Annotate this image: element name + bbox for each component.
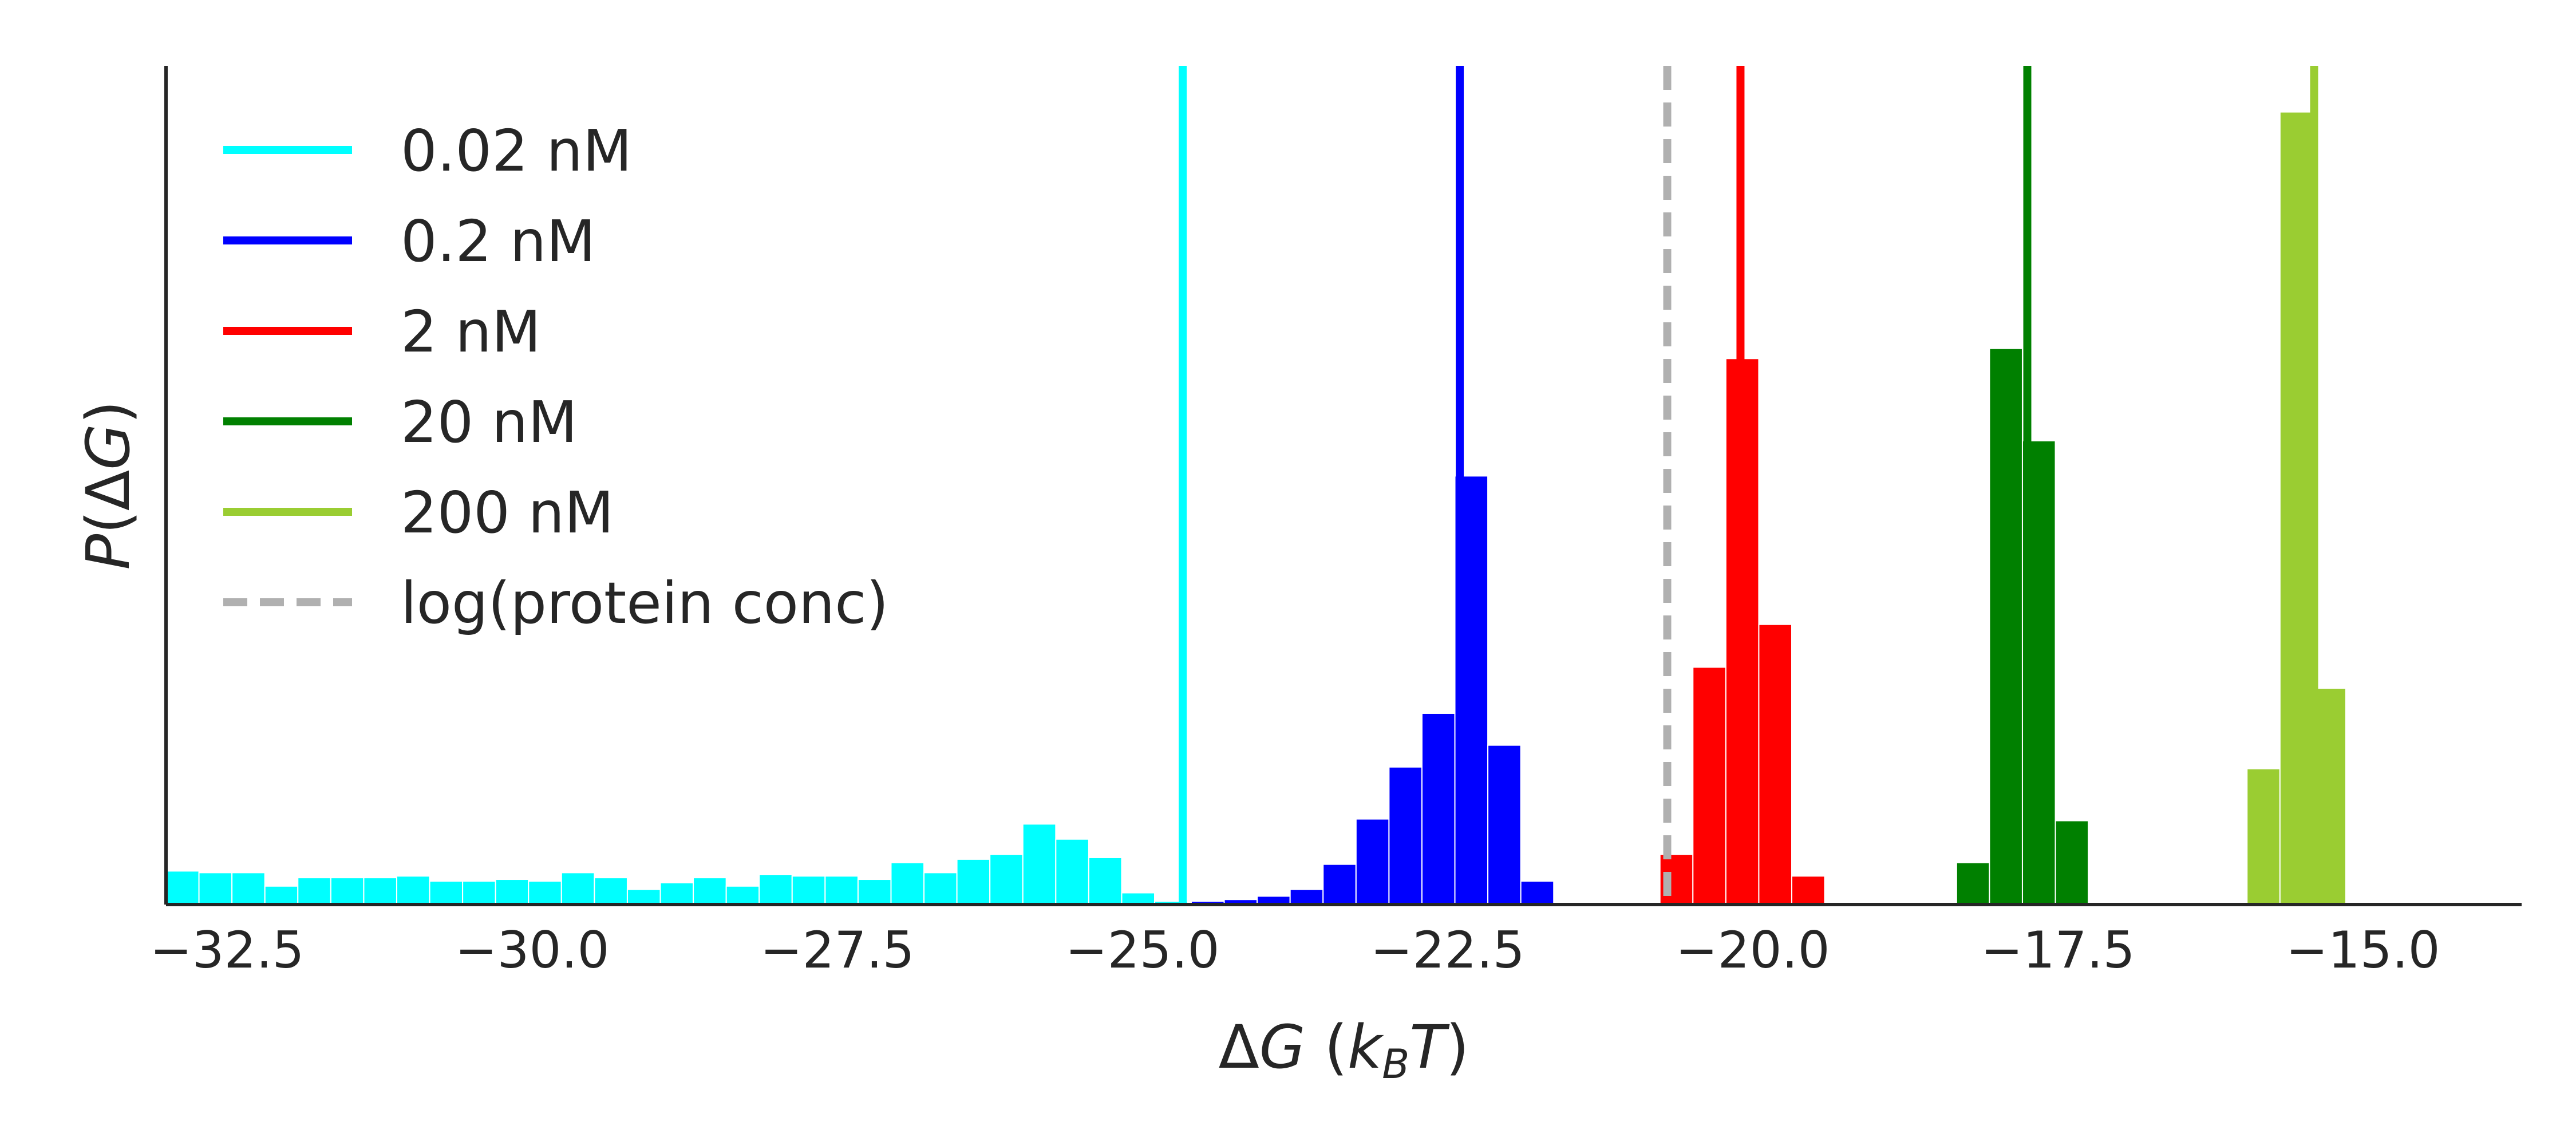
bar-0-02-nm-13 <box>594 877 628 905</box>
x-title-close: ) <box>1446 1012 1469 1082</box>
bar-0-02-nm-26 <box>1022 823 1057 905</box>
bar-0-02-nm-18 <box>758 874 793 906</box>
bar-200-nm-1 <box>2279 111 2314 906</box>
bar-20-nm-0 <box>1955 862 1990 905</box>
x-title-open: ( <box>1305 1012 1348 1082</box>
bar-0-02-nm-1 <box>198 872 233 905</box>
x-tick-label-4: −22.5 <box>1370 921 1525 980</box>
x-tick-label-6: −17.5 <box>1981 921 2135 980</box>
bar-0-02-nm-0 <box>165 870 200 906</box>
bar-0-02-nm-11 <box>528 880 562 905</box>
x-tick-label-0: −32.5 <box>150 921 305 980</box>
bar-0-02-nm-8 <box>429 880 464 905</box>
bar-0-02-nm-20 <box>824 875 859 905</box>
x-tick-label-7: −15.0 <box>2286 921 2440 980</box>
series-marker-lines <box>1179 66 2318 905</box>
bar-0-02-nm-14 <box>626 889 661 906</box>
x-axis-ticks: −32.5 −30.0 −27.5 −25.0 −22.5 −20.0 −17.5 −15.0 <box>150 921 2440 980</box>
bar-0-02-nm-5 <box>330 877 365 905</box>
y-title-close: ) <box>73 401 143 424</box>
bar-20-nm-1 <box>1989 348 2023 905</box>
bar-0-02-nm-10 <box>495 879 530 906</box>
legend-label-20-nm: 20 nM <box>401 389 578 456</box>
bar-2-nm-1 <box>1692 666 1726 906</box>
bar-0-02-nm-27 <box>1055 838 1089 905</box>
bar-200-nm-2 <box>2312 688 2346 906</box>
bar-0-02-nm-3 <box>264 885 299 906</box>
legend-label-0-2-nm: 0.2 nM <box>401 208 595 275</box>
bar-0-02-nm-2 <box>231 872 266 905</box>
bar-0-2-nm-7 <box>1421 712 1456 905</box>
legend-label-200-nm: 200 nM <box>401 479 614 546</box>
bar-0-02-nm-21 <box>857 879 892 906</box>
bar-0-02-nm-24 <box>956 858 991 906</box>
bar-0-2-nm-4 <box>1322 863 1357 906</box>
series-200-nm <box>2246 111 2346 906</box>
series-0-02-nm <box>165 823 1188 906</box>
x-title-g: G <box>1259 1012 1306 1082</box>
bar-0-02-nm-17 <box>725 885 760 906</box>
x-title-t: T <box>1409 1012 1450 1082</box>
x-tick-label-1: −30.0 <box>455 921 610 980</box>
bar-0-02-nm-7 <box>396 875 430 905</box>
bar-0-2-nm-10 <box>1520 880 1555 905</box>
bar-0-02-nm-19 <box>791 875 826 905</box>
bar-0-02-nm-16 <box>693 877 727 905</box>
bar-0-2-nm-9 <box>1487 744 1522 906</box>
x-tick-label-2: −27.5 <box>760 921 915 980</box>
legend-label-0-02-nm: 0.02 nM <box>401 117 632 184</box>
x-title-delta: Δ <box>1219 1012 1259 1082</box>
bar-0-02-nm-25 <box>989 854 1024 905</box>
x-tick-label-3: −25.0 <box>1065 921 1220 980</box>
legend-label-2-nm: 2 nM <box>401 298 541 365</box>
x-tick-label-5: −20.0 <box>1676 921 1830 980</box>
bar-0-02-nm-4 <box>297 877 331 905</box>
bar-0-02-nm-6 <box>363 877 397 905</box>
bar-0-02-nm-28 <box>1088 856 1123 905</box>
x-axis-title: ΔG (kBT) <box>1219 1012 1469 1088</box>
bar-2-nm-4 <box>1791 875 1826 905</box>
y-title-p: P <box>73 534 143 570</box>
bar-0-2-nm-6 <box>1388 766 1423 905</box>
bar-0-2-nm-3 <box>1289 889 1324 906</box>
y-axis-title: P(ΔG) <box>73 401 143 570</box>
bar-0-02-nm-29 <box>1121 892 1156 905</box>
bar-0-02-nm-22 <box>890 862 925 905</box>
bar-0-02-nm-9 <box>462 880 496 905</box>
legend-label-log-protein-conc: log(protein conc) <box>401 570 888 637</box>
bar-200-nm-0 <box>2246 768 2281 906</box>
bar-0-02-nm-15 <box>659 882 694 906</box>
histogram-bars <box>165 111 2346 906</box>
bar-0-02-nm-23 <box>923 872 958 905</box>
y-title-g: G <box>73 424 143 470</box>
bar-20-nm-3 <box>2055 820 2089 905</box>
y-title-delta: Δ <box>73 470 143 511</box>
y-title-open: ( <box>73 511 143 534</box>
bar-2-nm-3 <box>1758 623 1792 905</box>
bar-0-2-nm-5 <box>1355 818 1390 905</box>
bar-0-02-nm-12 <box>560 872 595 905</box>
x-title-k: k <box>1348 1012 1384 1082</box>
x-title-sub: B <box>1382 1041 1409 1088</box>
legend: 0.02 nM 0.2 nM 2 nM 20 nM 200 nM log(protein … <box>223 117 888 637</box>
